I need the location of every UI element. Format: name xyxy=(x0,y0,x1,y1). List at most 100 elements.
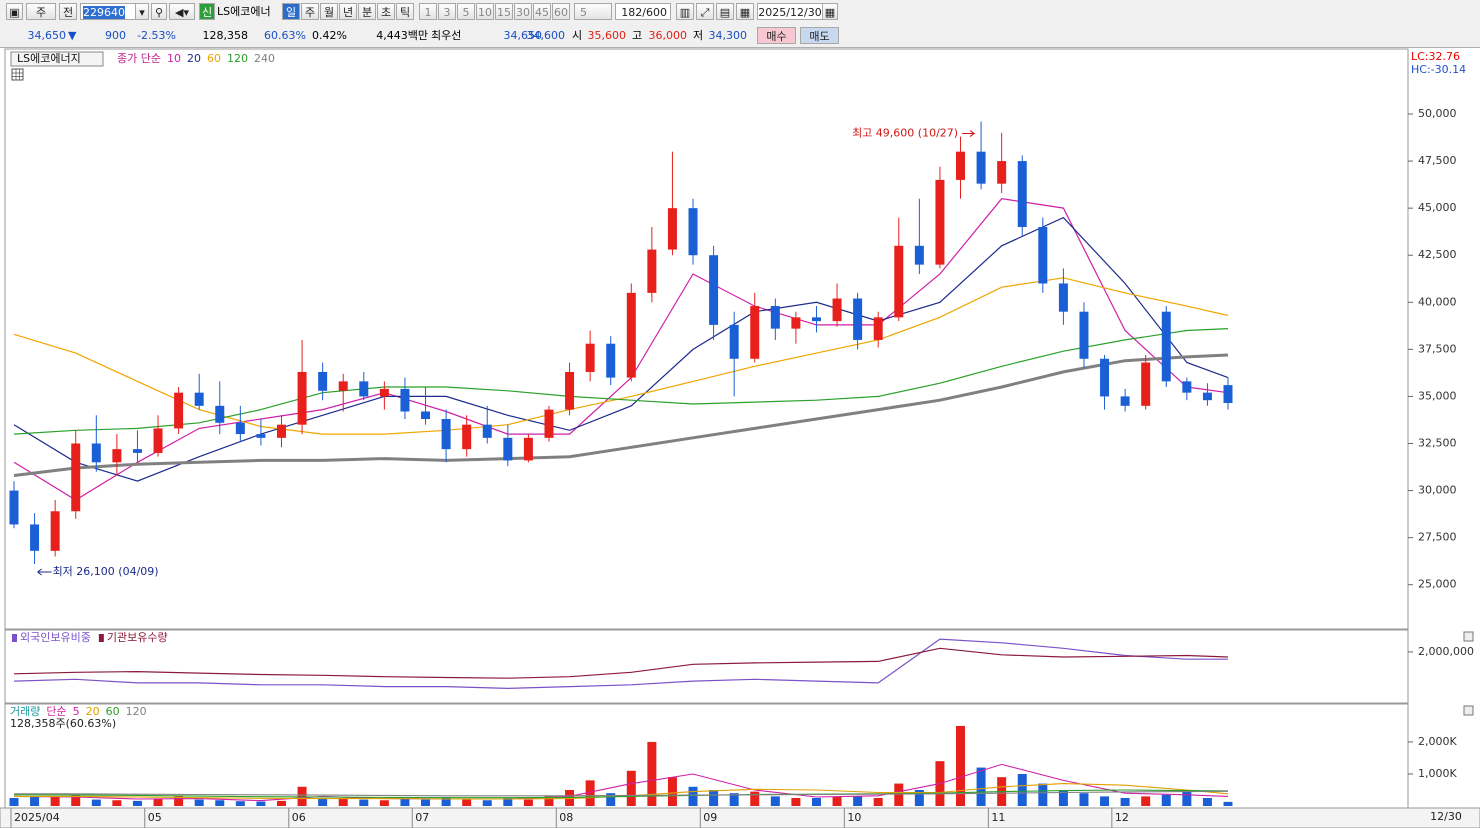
range-button[interactable]: 전 xyxy=(59,3,77,20)
toolbar: ▣ 주 전 229640 ▾ ⚲ ◀▾ 신 LS에코에너 일 주 월 년 분 초… xyxy=(0,0,1480,26)
minute-button[interactable]: 5 xyxy=(457,3,475,20)
candle-body xyxy=(709,255,719,325)
period-button[interactable]: 초 xyxy=(377,3,395,20)
legend-entry: 60 xyxy=(106,705,120,718)
y-tick-label: 37,500 xyxy=(1418,342,1457,355)
candle-body xyxy=(997,161,1007,184)
candle-body xyxy=(894,245,904,318)
open-label: 시 xyxy=(572,29,583,42)
quote-bar: 34,650 ▼ 900 -2.53% 128,358 60.63% 0.42%… xyxy=(0,25,1480,48)
search-button[interactable]: ⚲ xyxy=(151,3,167,20)
y-tick-label: 27,500 xyxy=(1418,531,1457,544)
candle-body xyxy=(1017,161,1027,227)
minute-button[interactable]: 30 xyxy=(514,3,532,20)
minute-button[interactable]: 1 xyxy=(419,3,437,20)
minute-button[interactable]: 3 xyxy=(438,3,456,20)
candle-body xyxy=(153,428,163,453)
candle-body xyxy=(667,208,677,250)
date-input[interactable]: 2025/12/30 xyxy=(757,3,823,20)
x-tick-label: 08 xyxy=(559,811,573,824)
sell-button[interactable]: 매도 xyxy=(800,27,839,44)
volume-bar xyxy=(709,789,719,806)
change: 900 xyxy=(105,29,126,42)
mode-select[interactable]: 주 xyxy=(26,3,56,20)
period-button[interactable]: 분 xyxy=(358,3,376,20)
table-icon[interactable] xyxy=(11,68,24,81)
minute-button[interactable]: 45 xyxy=(533,3,551,20)
period-button[interactable]: 주 xyxy=(301,3,319,20)
minute-button[interactable]: 10 xyxy=(476,3,494,20)
candle-body xyxy=(585,343,595,372)
tool-button[interactable]: ▥ xyxy=(676,3,694,20)
candle-body xyxy=(276,424,286,438)
candle-body xyxy=(379,388,389,397)
candle-body xyxy=(421,411,431,420)
legend-entry: 외국인보유비중 xyxy=(20,631,91,644)
volume-bar xyxy=(544,796,554,806)
x-axis xyxy=(0,807,1480,828)
legend-entry: 240 xyxy=(254,52,275,65)
candle-body xyxy=(935,179,945,265)
chart-title: LS에코에너지 xyxy=(17,52,81,65)
calendar-button[interactable]: ▦ xyxy=(822,3,838,20)
y-tick-label: 2,000K xyxy=(1418,735,1457,748)
code-dropdown[interactable]: ▾ xyxy=(135,3,149,20)
x-tick-label: 12 xyxy=(1115,811,1129,824)
y-tick-label: 30,000 xyxy=(1418,484,1457,497)
minute-button[interactable]: 60 xyxy=(552,3,570,20)
table-icon-grid xyxy=(12,69,23,80)
panel-close[interactable] xyxy=(1463,631,1474,642)
volume-bar xyxy=(1058,789,1068,806)
candle-body xyxy=(132,449,142,453)
volume-bar xyxy=(1182,789,1192,806)
candle-body xyxy=(770,306,780,329)
buy-button[interactable]: 매수 xyxy=(757,27,796,44)
legend-entry: 단순 xyxy=(46,705,66,718)
code-input[interactable]: 229640 xyxy=(80,3,136,20)
candle-body xyxy=(523,437,533,461)
candle-body xyxy=(71,443,81,512)
candle-body xyxy=(112,449,122,463)
x-tick-label: 2025/04 xyxy=(14,811,60,824)
tool-button[interactable]: ▤ xyxy=(716,3,734,20)
volume-bar xyxy=(647,741,657,806)
volume-bar xyxy=(1079,793,1089,806)
period-button[interactable]: 년 xyxy=(339,3,357,20)
volume-bar xyxy=(1100,796,1110,806)
candle-body xyxy=(976,151,986,184)
holding-line xyxy=(13,638,1228,690)
tool-button[interactable]: ⤢ xyxy=(696,3,714,20)
volume-bar xyxy=(832,797,842,806)
period-button[interactable]: 일 xyxy=(282,3,300,20)
price: 34,650 xyxy=(27,29,67,42)
tool-button[interactable]: ▦ xyxy=(736,3,754,20)
legend-entry: 120 xyxy=(126,705,147,718)
volume-bar xyxy=(1038,783,1048,806)
minute-select[interactable]: 5 xyxy=(574,3,612,20)
sound-button[interactable]: ◀▾ xyxy=(169,3,195,20)
high: 36,000 xyxy=(648,29,688,42)
low-label: 저 xyxy=(693,29,704,42)
volume-bar xyxy=(256,801,266,806)
candle-body xyxy=(9,490,19,525)
legend-entry: 20 xyxy=(86,705,100,718)
candle-body xyxy=(297,371,307,425)
y-tick-label: 47,500 xyxy=(1418,154,1457,167)
volume-bar xyxy=(421,799,431,806)
volume-bar xyxy=(71,794,81,806)
candle-body xyxy=(1079,311,1089,359)
layout-button[interactable]: ▣ xyxy=(6,3,23,20)
candle-body xyxy=(1058,283,1068,312)
candle-body xyxy=(791,317,801,329)
period-button[interactable]: 월 xyxy=(320,3,338,20)
count-input[interactable]: 182/600 xyxy=(615,3,671,20)
y-tick-label: 50,000 xyxy=(1418,107,1457,120)
panel-close[interactable] xyxy=(1463,705,1474,716)
volume-bar xyxy=(318,797,328,806)
period-button[interactable]: 틱 xyxy=(396,3,414,20)
minute-button[interactable]: 15 xyxy=(495,3,513,20)
candle-body xyxy=(503,437,513,461)
candle-body xyxy=(174,392,184,429)
volume-bar xyxy=(9,797,19,806)
